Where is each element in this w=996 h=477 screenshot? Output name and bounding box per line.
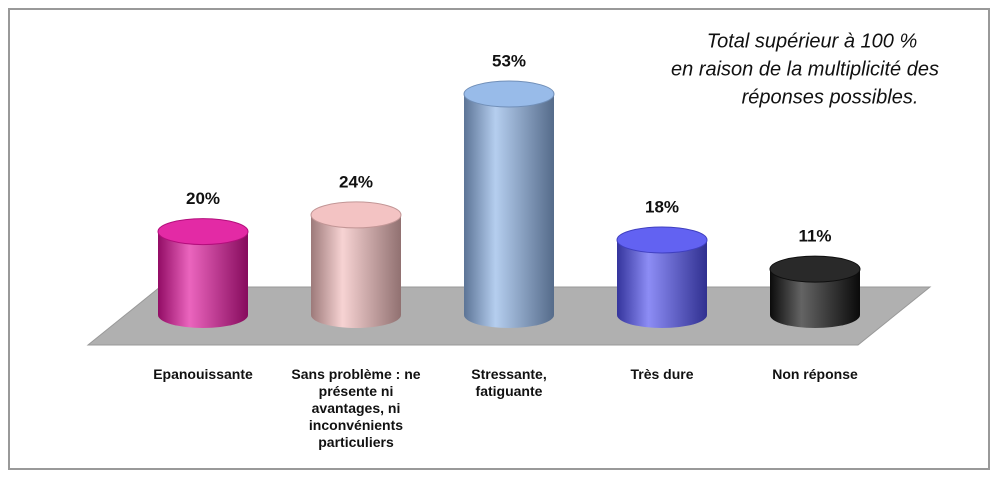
bar [158, 231, 248, 328]
bar-top [616, 226, 708, 254]
bar-top [310, 201, 402, 229]
bar [770, 269, 860, 328]
value-label: 53% [492, 51, 526, 70]
bar-top [463, 80, 555, 108]
value-label: 20% [186, 189, 220, 208]
value-label: 18% [645, 197, 679, 216]
x-tick-label: Epanouissante [153, 366, 253, 382]
bar [617, 239, 707, 328]
bar [311, 214, 401, 328]
bar-top [769, 255, 861, 283]
x-tick-label: Très dure [630, 366, 694, 382]
value-label: 24% [339, 172, 373, 191]
x-tick-label: Sans problème : ne présente ni avantages… [291, 366, 421, 450]
x-tick-label: Non réponse [772, 366, 858, 382]
bar-top [157, 218, 249, 246]
value-label: 11% [798, 227, 831, 246]
x-tick-label: Stressante, fatiguante [471, 366, 547, 399]
annotation: Total supérieur à 100 % [707, 30, 918, 52]
bar [464, 93, 554, 329]
annotation: en raison de la multiplicité des [671, 58, 939, 80]
annotation: réponses possibles. [742, 86, 919, 108]
